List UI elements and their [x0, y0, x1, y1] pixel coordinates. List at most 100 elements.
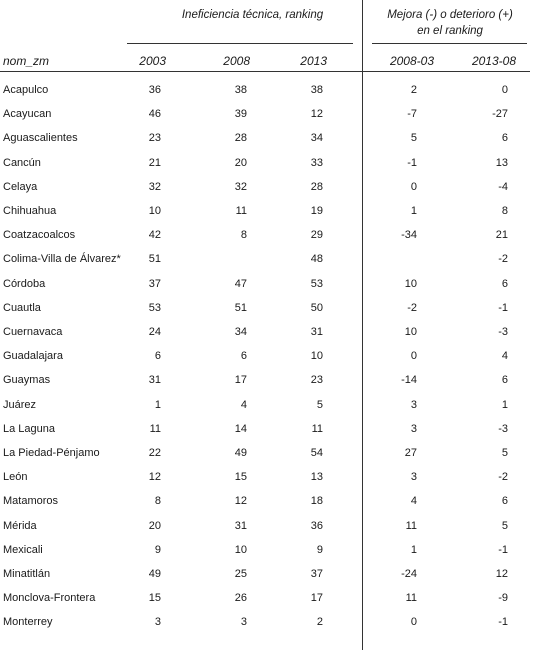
column-divider	[362, 0, 363, 650]
table-row: Córdoba 37 47 53 10 6	[0, 272, 534, 296]
value-2008: 14	[234, 422, 247, 435]
value-2013: 17	[310, 592, 323, 605]
value-2013: 48	[310, 253, 323, 266]
change-2008-03: 0	[410, 616, 417, 629]
value-2013: 53	[310, 277, 323, 290]
change-2008-03: 1	[410, 543, 417, 556]
change-2013-08: -27	[492, 108, 508, 121]
table-row: Juárez 1 4 5 3 1	[0, 393, 534, 417]
table-row: Minatitlán 49 25 37 -24 12	[0, 562, 534, 586]
change-2008-03: 0	[410, 180, 417, 193]
change-2013-08: 6	[501, 277, 508, 290]
change-2008-03: -7	[407, 108, 417, 121]
value-2003: 23	[148, 132, 161, 145]
row-name: Matamoros	[3, 495, 59, 508]
table-row: Aguascalientes 23 28 34 5 6	[0, 126, 534, 150]
change-2013-08: -1	[498, 301, 508, 314]
row-name: León	[3, 471, 28, 484]
table-row: Cuernavaca 24 34 31 10 -3	[0, 320, 534, 344]
table-row: Guaymas 31 17 23 -14 6	[0, 368, 534, 392]
value-2008: 25	[234, 568, 247, 580]
change-2008-03: 10	[404, 277, 417, 290]
value-2003: 32	[148, 180, 161, 193]
change-2013-08: -1	[498, 616, 508, 629]
change-2013-08: 0	[501, 84, 508, 96]
row-name: Aguascalientes	[3, 132, 78, 145]
change-2008-03: 3	[410, 471, 417, 484]
change-2008-03: 3	[410, 398, 417, 411]
change-2008-03: -1	[407, 156, 417, 169]
table-row: Monclova-Frontera 15 26 17 11 -9	[0, 586, 534, 610]
value-2008: 34	[234, 326, 247, 338]
value-2008: 4	[240, 398, 247, 411]
table-row: Monterrey 3 3 2 0 -1	[0, 610, 534, 634]
row-name: Colima-Villa de Álvarez*	[3, 253, 121, 266]
change-2008-03: 5	[410, 132, 417, 145]
change-2008-03: 4	[410, 495, 417, 508]
change-2013-08: -9	[498, 592, 508, 605]
value-2008: 51	[234, 301, 247, 314]
table-row: Coatzacoalcos 42 8 29 -34 21	[0, 223, 534, 247]
group-header-change-line2: en el ranking	[417, 25, 483, 37]
table-row: Celaya 32 32 28 0 -4	[0, 175, 534, 199]
value-2008: 26	[234, 592, 247, 605]
row-name: Monclova-Frontera	[3, 592, 96, 605]
row-name: Chihuahua	[3, 205, 57, 217]
row-name: Celaya	[3, 180, 38, 193]
value-2003: 51	[148, 253, 161, 266]
value-2003: 24	[148, 326, 161, 338]
value-2003: 6	[154, 350, 161, 363]
value-2008: 11	[235, 205, 247, 217]
change-2013-08: -2	[498, 253, 508, 266]
change-2008-03: 10	[404, 326, 417, 338]
value-2003: 22	[148, 447, 161, 459]
change-2013-08: 13	[495, 156, 508, 169]
value-2013: 18	[310, 495, 323, 508]
row-name: Cuernavaca	[3, 326, 63, 338]
value-2013: 34	[310, 132, 323, 145]
value-2008: 6	[240, 350, 247, 363]
value-2013: 33	[310, 156, 323, 169]
value-2008: 32	[234, 180, 247, 193]
row-name: Monterrey	[3, 616, 53, 629]
value-2013: 12	[310, 108, 323, 121]
value-2008: 8	[240, 229, 247, 242]
value-2013: 38	[310, 84, 323, 96]
table-row: Cuautla 53 51 50 -2 -1	[0, 296, 534, 320]
change-2013-08: -4	[498, 180, 508, 193]
row-name: Coatzacoalcos	[3, 229, 76, 242]
row-name: Guadalajara	[3, 350, 63, 363]
row-name: Cancún	[3, 156, 41, 169]
change-2013-08: 5	[501, 519, 508, 532]
table-row: Matamoros 8 12 18 4 6	[0, 489, 534, 513]
change-2013-08: 6	[501, 132, 508, 145]
change-2008-03: 27	[404, 447, 417, 459]
value-2008: 15	[234, 471, 247, 484]
group-underline-right	[372, 43, 527, 44]
value-2003: 15	[148, 592, 161, 605]
value-2008: 31	[234, 519, 247, 532]
value-2003: 12	[148, 471, 161, 484]
value-2003: 3	[154, 616, 161, 629]
value-2003: 46	[148, 108, 161, 121]
row-name: Cuautla	[3, 301, 41, 314]
row-name: Minatitlán	[3, 568, 51, 580]
value-2008: 17	[234, 374, 247, 387]
table-row: Acapulco 36 38 38 2 0	[0, 78, 534, 102]
change-2013-08: 8	[501, 205, 508, 217]
value-2013: 54	[310, 447, 323, 459]
row-name: La Laguna	[3, 422, 55, 435]
value-2003: 53	[148, 301, 161, 314]
value-2003: 11	[149, 422, 161, 435]
value-2008: 47	[234, 277, 247, 290]
value-2008: 10	[234, 543, 247, 556]
value-2003: 20	[148, 519, 161, 532]
value-2013: 10	[310, 350, 323, 363]
table-row: Cancún 21 20 33 -1 13	[0, 151, 534, 175]
group-header-change-line1: Mejora (-) o deterioro (+)	[387, 9, 513, 21]
value-2008: 39	[234, 108, 247, 121]
column-header-2003: 2003	[139, 54, 166, 68]
value-2013: 36	[310, 519, 323, 532]
change-2008-03: -24	[401, 568, 417, 580]
